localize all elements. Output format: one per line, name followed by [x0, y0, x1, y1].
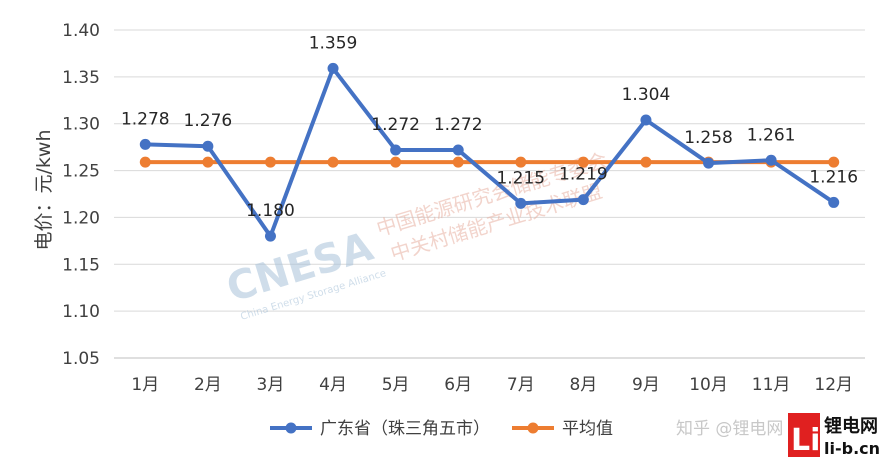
- data-point: [264, 156, 276, 168]
- legend: 广东省（珠三角五市） 平均值: [270, 419, 613, 439]
- data-label: 1.304: [622, 85, 671, 105]
- y-tick-label: 1.10: [62, 302, 100, 322]
- data-point: [202, 140, 214, 152]
- series-layer: [139, 62, 840, 242]
- data-point: [202, 156, 214, 168]
- legend-item-average: 平均值: [512, 419, 613, 439]
- legend-label-guangdong: 广东省（珠三角五市）: [320, 419, 490, 439]
- data-point: [139, 138, 151, 150]
- site-url: li-b.cn: [824, 439, 880, 458]
- data-label: 1.359: [309, 33, 358, 53]
- data-point: [640, 114, 652, 126]
- y-tick-label: 1.05: [62, 349, 100, 369]
- data-label: 1.261: [747, 125, 796, 145]
- x-tick-label: 2月: [194, 375, 222, 395]
- data-point: [515, 156, 527, 168]
- y-tick-label: 1.35: [62, 68, 100, 88]
- data-point: [390, 144, 402, 156]
- data-labels: 1.278 1.276 1.180 1.359 1.272 1.272 1.215 1.219…: [121, 33, 858, 221]
- data-point: [828, 156, 840, 168]
- site-name: 锂电网: [824, 415, 878, 437]
- data-point: [139, 156, 151, 168]
- data-point: [264, 230, 276, 242]
- legend-item-guangdong: 广东省（珠三角五市）: [270, 419, 490, 439]
- data-label: 1.272: [371, 115, 420, 135]
- data-label: 1.180: [246, 201, 295, 221]
- y-tick-label: 1.25: [62, 162, 100, 182]
- x-tick-label: 7月: [507, 375, 535, 395]
- x-tick-label: 9月: [632, 375, 660, 395]
- x-axis-ticks: 1月 2月 3月 4月 5月 6月 7月 8月 9月 10月 11月 12月: [131, 375, 853, 395]
- zhihu-credit: 知乎 @锂电网: [676, 419, 783, 439]
- data-point: [640, 156, 652, 168]
- y-tick-label: 1.15: [62, 255, 100, 275]
- data-point: [577, 156, 589, 168]
- grid-lines: [114, 29, 865, 359]
- y-tick-label: 1.30: [62, 115, 100, 135]
- data-point: [452, 144, 464, 156]
- y-axis-label: 电价：元/kwh: [33, 130, 55, 251]
- y-axis-ticks: 1.05 1.10 1.15 1.20 1.25 1.30 1.35 1.40: [62, 21, 100, 369]
- data-label: 1.258: [684, 128, 733, 148]
- x-tick-label: 5月: [382, 375, 410, 395]
- data-label: 1.278: [121, 109, 170, 129]
- data-label: 1.276: [184, 111, 233, 131]
- site-logo: Li 锂电网 li-b.cn: [788, 413, 880, 458]
- legend-label-average: 平均值: [562, 419, 613, 439]
- data-point: [703, 157, 715, 169]
- x-tick-label: 6月: [444, 375, 472, 395]
- x-tick-label: 11月: [752, 375, 791, 395]
- logo-mark: Li: [791, 423, 820, 458]
- logo-box: [788, 413, 820, 457]
- data-point: [765, 154, 777, 166]
- x-tick-label: 3月: [257, 375, 285, 395]
- x-tick-label: 12月: [814, 375, 853, 395]
- data-label: 1.272: [434, 115, 483, 135]
- y-tick-label: 1.20: [62, 208, 100, 228]
- data-point: [390, 156, 402, 168]
- x-tick-label: 1月: [131, 375, 159, 395]
- data-point: [828, 196, 840, 208]
- series-line: [145, 66, 835, 239]
- data-point: [327, 62, 339, 74]
- data-label: 1.216: [809, 167, 858, 187]
- data-label: 1.219: [559, 165, 608, 185]
- x-tick-label: 8月: [569, 375, 597, 395]
- x-tick-label: 10月: [689, 375, 728, 395]
- data-point: [327, 156, 339, 168]
- x-tick-label: 4月: [319, 375, 347, 395]
- data-point: [452, 156, 464, 168]
- y-tick-label: 1.40: [62, 21, 100, 41]
- data-point: [515, 197, 527, 209]
- data-point: [577, 194, 589, 206]
- data-label: 1.215: [496, 168, 545, 188]
